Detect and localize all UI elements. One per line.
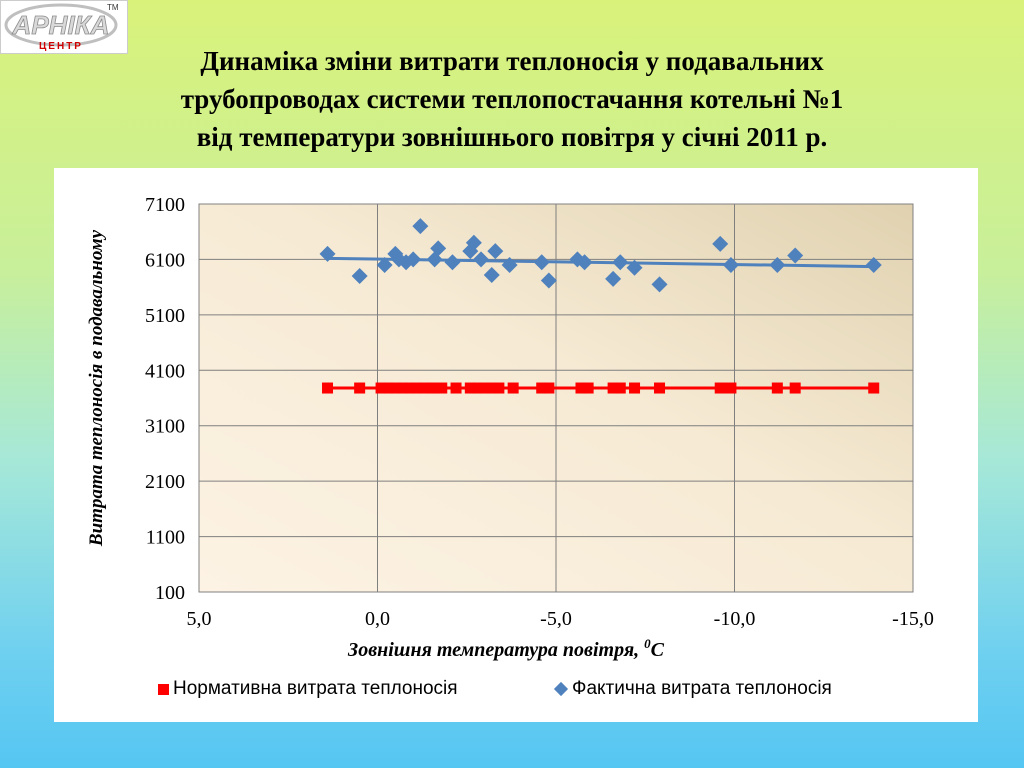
normative-point (322, 382, 334, 394)
normative-point (418, 382, 430, 394)
normative-point (614, 382, 626, 394)
y-tick-label: 1100 (146, 527, 185, 549)
normative-point (479, 382, 491, 394)
logo-trademark: TM (107, 3, 119, 12)
chart-panel: 100 1100 2100 3100 4100 5100 6100 7100 5,0 0,0 -5… (54, 168, 978, 722)
normative-point (486, 382, 498, 394)
series-layer (319, 218, 882, 394)
normative-point (389, 382, 401, 394)
actual-point (412, 218, 429, 235)
normative-point (654, 382, 666, 394)
normative-point (396, 382, 408, 394)
actual-point (722, 256, 739, 273)
title-line-3: від температури зовнішнього повітря у сі… (196, 122, 828, 152)
normative-point (450, 382, 462, 394)
actual-point (501, 256, 518, 273)
x-axis-label-sup: 0 (644, 636, 651, 651)
chart-legend: Нормативна витрата теплоносія Фактична в… (158, 678, 958, 702)
normative-point (382, 382, 394, 394)
actual-point (605, 270, 622, 287)
legend-item-actual: Фактична витрата теплоносія (553, 678, 832, 700)
y-tick-label: 3100 (145, 416, 185, 438)
actual-point (376, 256, 393, 273)
actual-point (444, 254, 461, 271)
normative-point (543, 382, 555, 394)
y-tick-label: 7100 (145, 194, 185, 216)
y-tick-label: 5100 (145, 305, 185, 327)
actual-point (769, 256, 786, 273)
x-tick-label: 5,0 (187, 608, 212, 630)
actual-point (473, 251, 490, 268)
normative-point (536, 382, 548, 394)
actual-point (712, 235, 729, 252)
x-tick-label: 0,0 (365, 608, 390, 630)
actual-point (483, 266, 500, 283)
slide-title: Динаміка зміни витрати теплоносія у пода… (80, 42, 944, 156)
logo-brand-text: АРНІКА (12, 10, 110, 40)
chart-svg: 100 1100 2100 3100 4100 5100 6100 7100 5,0 0,0 -5… (86, 194, 934, 661)
actual-point (319, 245, 336, 262)
logo-sub-text: ЦЕНТР (39, 41, 83, 52)
normative-point (607, 382, 619, 394)
x-axis-ticks: 5,0 0,0 -5,0 -10,0 -15,0 (187, 608, 934, 630)
title-line-1: Динаміка зміни витрати теплоносія у пода… (200, 46, 824, 76)
x-axis-label-text: Зовнішня температура повітря, (347, 639, 644, 661)
y-tick-label: 100 (155, 582, 185, 604)
actual-point (569, 251, 586, 268)
x-axis-label: Зовнішня температура повітря, 0C (347, 636, 665, 661)
actual-point (390, 251, 407, 268)
y-axis-label: Витрата теплоносія в подавальному (86, 229, 107, 547)
actual-point (865, 256, 882, 273)
normative-point (868, 382, 880, 394)
y-tick-label: 6100 (145, 249, 185, 271)
actual-point (787, 247, 804, 264)
normative-point (789, 382, 801, 394)
actual-point (576, 254, 593, 271)
normative-point (404, 382, 416, 394)
normative-point (575, 382, 587, 394)
arnika-logo: АРНІКА ЦЕНТР TM (0, 0, 128, 54)
actual-point (626, 259, 643, 276)
normative-point (493, 382, 505, 394)
normative-point (771, 382, 783, 394)
actual-point (351, 268, 368, 285)
legend-label-actual: Фактична витрата теплоносія (572, 678, 832, 699)
normative-point (725, 382, 737, 394)
x-tick-label: -5,0 (540, 608, 572, 630)
actual-point (533, 254, 550, 271)
actual-point (651, 276, 668, 293)
actual-point (612, 254, 629, 271)
normative-point (429, 382, 441, 394)
legend-square-marker (158, 683, 169, 695)
actual-point (540, 272, 557, 289)
actual-point (405, 251, 422, 268)
x-tick-label: -10,0 (714, 608, 756, 630)
normative-point (471, 382, 483, 394)
normative-point (507, 382, 519, 394)
normative-point (464, 382, 476, 394)
actual-point (487, 243, 504, 260)
x-axis-label-unit: C (651, 639, 665, 661)
normative-point (411, 382, 423, 394)
y-tick-label: 4100 (145, 360, 185, 382)
normative-point (714, 382, 726, 394)
grid-lines (199, 204, 913, 592)
y-tick-label: 2100 (145, 471, 185, 493)
normative-point (629, 382, 641, 394)
y-axis-ticks: 100 1100 2100 3100 4100 5100 6100 7100 (145, 194, 185, 604)
legend-label-normative: Нормативна витрата теплоносія (173, 678, 458, 699)
normative-point (354, 382, 366, 394)
x-tick-label: -15,0 (892, 608, 934, 630)
legend-diamond-marker (553, 681, 569, 697)
normative-point (375, 382, 387, 394)
normative-point (436, 382, 448, 394)
title-line-2: трубопроводах системи теплопостачання ко… (180, 84, 844, 114)
actual-point (430, 240, 447, 257)
normative-point (582, 382, 594, 394)
actual-point (465, 234, 482, 251)
arnika-logo-graphic: АРНІКА ЦЕНТР (4, 3, 118, 52)
legend-item-normative: Нормативна витрата теплоносія (158, 678, 458, 700)
